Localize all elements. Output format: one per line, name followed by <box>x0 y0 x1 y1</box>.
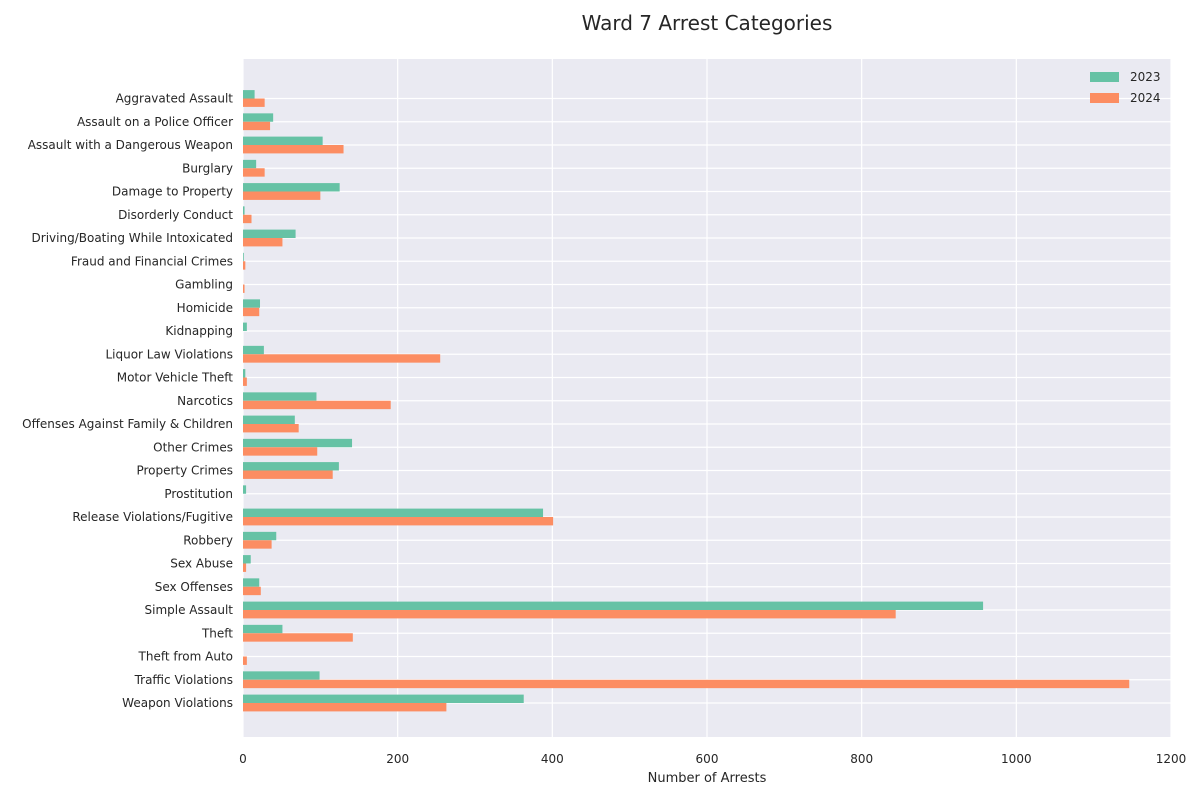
bar-2024 <box>243 98 265 107</box>
x-axis-label: Number of Arrests <box>648 771 767 786</box>
bar-2023 <box>243 462 339 471</box>
category-label: Prostitution <box>164 487 233 501</box>
bar-2023 <box>243 136 323 145</box>
category-label: Theft from Auto <box>138 650 233 664</box>
bar-2023 <box>243 183 340 192</box>
category-label: Robbery <box>183 533 233 547</box>
bar-2023 <box>243 113 274 122</box>
bar-2024 <box>243 284 245 293</box>
bar-2024 <box>243 424 299 433</box>
bar-2023 <box>243 345 264 355</box>
bar-2023 <box>243 229 296 238</box>
chart-title: Ward 7 Arrest Categories <box>582 11 833 35</box>
bar-2023 <box>243 485 247 494</box>
bar-2024 <box>243 400 391 410</box>
bar-2024 <box>243 261 246 270</box>
category-label: Driving/Boating While Intoxicated <box>32 231 233 245</box>
bar-2024 <box>243 307 260 317</box>
category-label: Other Crimes <box>153 440 233 454</box>
category-label: Fraud and Financial Crimes <box>71 254 233 268</box>
bar-2023 <box>243 555 251 564</box>
bar-2023 <box>243 578 260 587</box>
bar-2023 <box>243 322 247 331</box>
category-label: Simple Assault <box>145 603 234 617</box>
x-tick-label: 1000 <box>1001 752 1032 766</box>
bar-2023 <box>243 206 245 215</box>
bar-2024 <box>243 447 318 456</box>
legend-swatch <box>1090 72 1119 82</box>
bar-2024 <box>243 470 333 479</box>
bar-2024 <box>243 540 272 549</box>
bar-2024 <box>243 238 283 247</box>
bar-2024 <box>243 354 441 363</box>
bar-2023 <box>243 90 255 99</box>
x-tick-label: 0 <box>239 752 247 766</box>
bar-2024 <box>243 191 321 200</box>
category-label: Assault with a Dangerous Weapon <box>28 138 233 152</box>
category-label: Damage to Property <box>112 185 233 199</box>
category-label: Sex Abuse <box>170 557 233 571</box>
bar-2024 <box>243 121 271 131</box>
category-labels: Aggravated Assault Assault on a Police Of… <box>22 92 233 711</box>
x-tick-label: 1200 <box>1156 752 1187 766</box>
category-label: Offenses Against Family & Children <box>22 417 233 431</box>
bar-2024 <box>243 145 344 154</box>
category-label: Liquor Law Violations <box>105 347 233 361</box>
bar-2024 <box>243 633 353 642</box>
bar-2024 <box>243 610 896 619</box>
bar-2023 <box>243 369 246 378</box>
category-label: Theft <box>201 626 233 640</box>
x-tick-label: 400 <box>541 752 564 766</box>
bar-2024 <box>243 517 554 526</box>
category-label: Burglary <box>182 161 233 175</box>
x-tick-labels: 0 200 400 600 800 1000 1200 <box>239 752 1186 766</box>
bar-2024 <box>243 586 261 596</box>
bar-2024 <box>243 679 1130 689</box>
category-label: Homicide <box>177 301 233 315</box>
bar-2024 <box>243 377 247 386</box>
bar-2023 <box>243 624 283 634</box>
category-label: Sex Offenses <box>155 580 233 594</box>
bar-2024 <box>243 563 247 572</box>
category-label: Narcotics <box>177 394 233 408</box>
x-tick-label: 800 <box>850 752 873 766</box>
x-tick-label: 600 <box>696 752 719 766</box>
category-label: Disorderly Conduct <box>118 208 233 222</box>
bar-2023 <box>243 392 317 401</box>
bar-2024 <box>243 168 265 177</box>
bars <box>243 90 1130 712</box>
legend-label: 2023 <box>1130 70 1161 84</box>
bar-2023 <box>243 299 261 308</box>
category-label: Motor Vehicle Theft <box>117 371 234 385</box>
legend-label: 2024 <box>1130 91 1161 105</box>
bar-2023 <box>243 438 353 448</box>
category-label: Property Crimes <box>136 464 233 478</box>
bar-2024 <box>243 656 247 665</box>
category-label: Aggravated Assault <box>116 92 234 106</box>
category-label: Gambling <box>175 278 233 292</box>
bar-2023 <box>243 531 277 541</box>
bar-2023 <box>243 159 257 169</box>
bar-2024 <box>243 214 252 224</box>
category-label: Traffic Violations <box>134 673 233 687</box>
bar-2023 <box>243 252 244 262</box>
category-label: Weapon Violations <box>122 696 233 710</box>
category-label: Assault on a Police Officer <box>77 115 233 129</box>
legend-swatch <box>1090 93 1119 103</box>
category-label: Kidnapping <box>165 324 233 338</box>
x-tick-label: 200 <box>386 752 409 766</box>
category-label: Release Violations/Fugitive <box>72 510 233 524</box>
bar-2023 <box>243 694 524 703</box>
bar-2023 <box>243 415 295 424</box>
gridlines <box>242 59 1172 737</box>
bar-2023 <box>243 508 544 517</box>
bar-2023 <box>243 601 984 610</box>
bar-2024 <box>243 703 447 712</box>
bar-2023 <box>243 671 320 680</box>
legend: 2023 2024 <box>1090 70 1161 105</box>
